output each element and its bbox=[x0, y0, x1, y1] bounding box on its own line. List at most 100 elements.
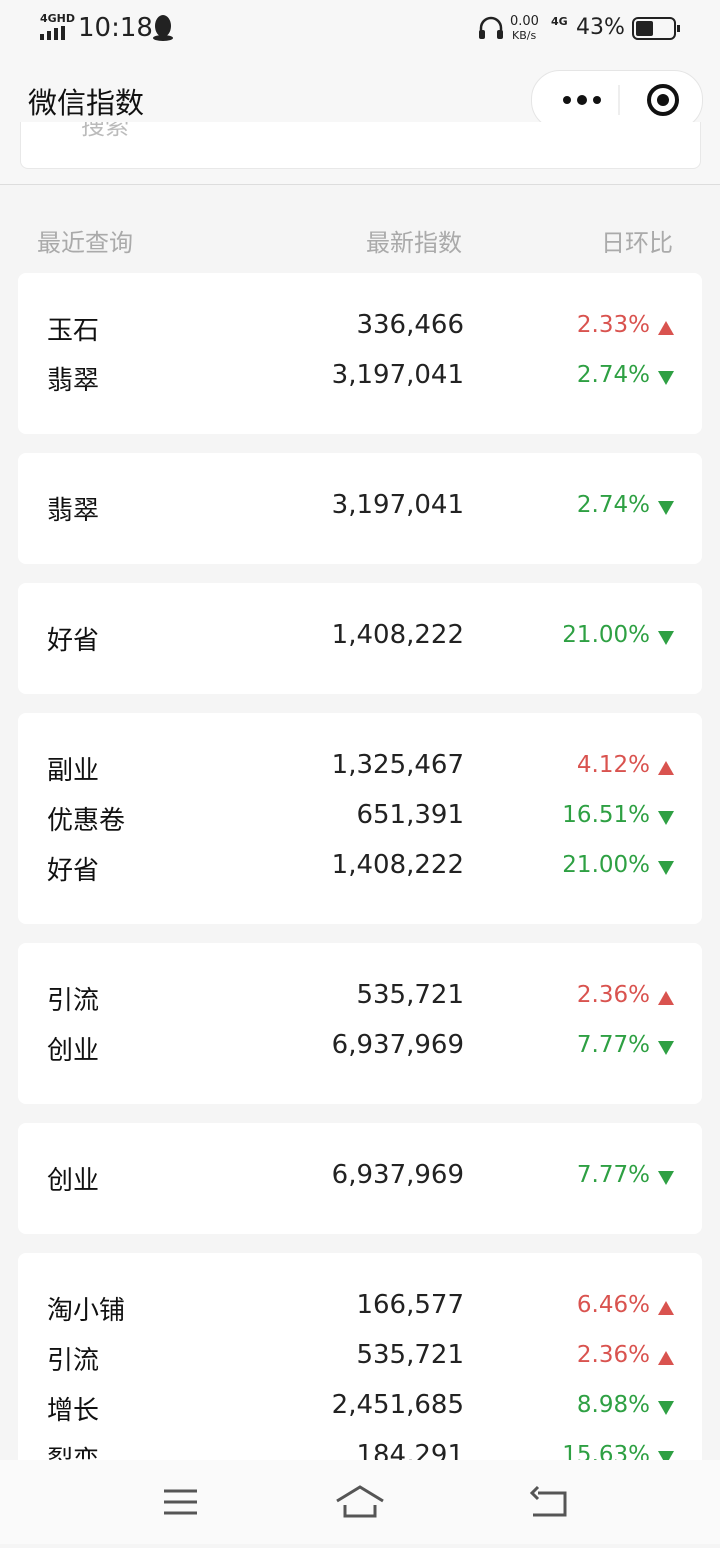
daily-change: 4.12% bbox=[576, 752, 650, 778]
nav-bar bbox=[0, 1460, 720, 1544]
column-header: 日环比 bbox=[601, 229, 673, 257]
daily-change: 7.77% bbox=[576, 1032, 650, 1058]
trend-down-icon bbox=[658, 811, 674, 825]
trend-down-icon bbox=[658, 1401, 674, 1415]
keyword: 优惠卷 bbox=[47, 806, 126, 836]
index-value: 336,466 bbox=[356, 310, 464, 340]
index-value: 184,291 bbox=[356, 1440, 464, 1460]
trend-down-icon bbox=[658, 501, 674, 515]
index-value: 535,721 bbox=[356, 1340, 464, 1370]
keyword: 创业 bbox=[47, 1036, 100, 1066]
query-card[interactable]: 玉石 336,466 2.33% 翡翠 3,197,041 2.74% bbox=[18, 273, 702, 434]
trend-arrow bbox=[658, 1351, 674, 1365]
daily-change: 2.74% bbox=[576, 362, 650, 388]
query-card[interactable]: 创业 6,937,969 7.77% bbox=[18, 1123, 702, 1234]
daily-change: 21.00% bbox=[562, 852, 650, 878]
result-list: 最近查询 最新指数 日环比玉石 336,466 2.33% 翡翠 3,197,041 2.74… bbox=[0, 185, 720, 1460]
query-card[interactable]: 淘小铺 166,577 6.46% 引流 535,721 2.36% 增长 2,451,685… bbox=[18, 1253, 702, 1460]
trend-arrow bbox=[658, 761, 674, 775]
daily-change: 6.46% bbox=[576, 1292, 650, 1318]
speed: 0.00 bbox=[510, 14, 539, 29]
keyword: 好省 bbox=[47, 856, 100, 886]
speed-unit: KB/s bbox=[512, 29, 537, 42]
daily-change: 2.33% bbox=[576, 312, 650, 338]
query-card[interactable]: 引流 535,721 2.36% 创业 6,937,969 7.77% bbox=[18, 943, 702, 1104]
index-value: 2,451,685 bbox=[331, 1390, 464, 1420]
trend-arrow bbox=[658, 1451, 674, 1460]
daily-change: 2.36% bbox=[576, 982, 650, 1008]
trend-arrow bbox=[658, 321, 674, 335]
trend-up-icon bbox=[658, 1351, 674, 1365]
trend-up-icon bbox=[658, 321, 674, 335]
trend-down-icon bbox=[658, 1171, 674, 1185]
trend-up-icon bbox=[658, 761, 674, 775]
trend-arrow bbox=[658, 1301, 674, 1315]
keyword: 好省 bbox=[47, 626, 100, 656]
trend-down-icon bbox=[658, 631, 674, 645]
keyword: 创业 bbox=[47, 1166, 100, 1196]
time: 10:18 bbox=[78, 13, 153, 43]
trend-arrow bbox=[658, 371, 674, 385]
keyword: 翡翠 bbox=[47, 496, 100, 526]
trend-arrow bbox=[658, 501, 674, 515]
column-header: 最近查询 bbox=[37, 229, 133, 257]
trend-arrow bbox=[658, 1041, 674, 1055]
battery-level: 43% bbox=[576, 15, 625, 40]
mini-program-capsule[interactable] bbox=[531, 70, 703, 130]
daily-change: 8.98% bbox=[576, 1392, 650, 1418]
keyword: 增长 bbox=[47, 1396, 100, 1426]
index-value: 1,325,467 bbox=[331, 750, 464, 780]
search-placeholder: 搜索 bbox=[81, 122, 129, 140]
daily-change: 7.77% bbox=[576, 1162, 650, 1188]
keyword: 翡翠 bbox=[47, 366, 100, 396]
headphone-icon bbox=[479, 16, 503, 39]
query-card[interactable]: 副业 1,325,467 4.12% 优惠卷 651,391 16.51% 好省 1,408,… bbox=[18, 713, 702, 924]
index-value: 1,408,222 bbox=[331, 850, 464, 880]
trend-arrow bbox=[658, 811, 674, 825]
keyword: 淘小铺 bbox=[47, 1296, 126, 1326]
index-value: 651,391 bbox=[356, 800, 464, 830]
trend-arrow bbox=[658, 1171, 674, 1185]
qq-icon bbox=[153, 15, 173, 41]
column-header: 最新指数 bbox=[366, 229, 462, 257]
trend-up-icon bbox=[658, 991, 674, 1005]
daily-change: 2.36% bbox=[576, 1342, 650, 1368]
query-card[interactable]: 翡翠 3,197,041 2.74% bbox=[18, 453, 702, 564]
trend-down-icon bbox=[658, 1451, 674, 1460]
signal-icon bbox=[40, 26, 65, 40]
keyword: 玉石 bbox=[47, 316, 100, 346]
status-bar: 4GHD 10:18 0.00 KB/s 4G 43% bbox=[0, 0, 720, 60]
trend-arrow bbox=[658, 861, 674, 875]
index-value: 1,408,222 bbox=[331, 620, 464, 650]
trend-down-icon bbox=[658, 1041, 674, 1055]
index-value: 6,937,969 bbox=[331, 1030, 464, 1060]
page-title: 微信指数 bbox=[28, 86, 145, 120]
battery-icon bbox=[632, 17, 680, 40]
keyword: 副业 bbox=[47, 756, 100, 786]
daily-change: 16.51% bbox=[562, 802, 650, 828]
keyword: 引流 bbox=[47, 986, 100, 1016]
search-box[interactable]: 搜索 bbox=[20, 122, 701, 169]
signal-label: 4G bbox=[551, 15, 568, 28]
index-value: 535,721 bbox=[356, 980, 464, 1010]
network: 4GHD bbox=[40, 12, 76, 25]
keyword: 裂变 bbox=[47, 1440, 99, 1460]
index-value: 3,197,041 bbox=[331, 360, 464, 390]
capsule-icons bbox=[563, 84, 679, 116]
trend-arrow bbox=[658, 991, 674, 1005]
trend-down-icon bbox=[658, 861, 674, 875]
trend-up-icon bbox=[658, 1301, 674, 1315]
trend-down-icon bbox=[658, 371, 674, 385]
daily-change: 21.00% bbox=[562, 622, 650, 648]
query-card[interactable]: 好省 1,408,222 21.00% bbox=[18, 583, 702, 694]
index-value: 3,197,041 bbox=[331, 490, 464, 520]
nav-icons bbox=[164, 1485, 567, 1518]
keyword: 引流 bbox=[47, 1346, 100, 1376]
index-value: 166,577 bbox=[356, 1290, 464, 1320]
daily-change: 2.74% bbox=[576, 492, 650, 518]
trend-arrow bbox=[658, 1401, 674, 1415]
daily-change: 15.63% bbox=[562, 1442, 650, 1460]
index-value: 6,937,969 bbox=[331, 1160, 464, 1190]
header: 微信指数 搜索 bbox=[0, 60, 720, 185]
